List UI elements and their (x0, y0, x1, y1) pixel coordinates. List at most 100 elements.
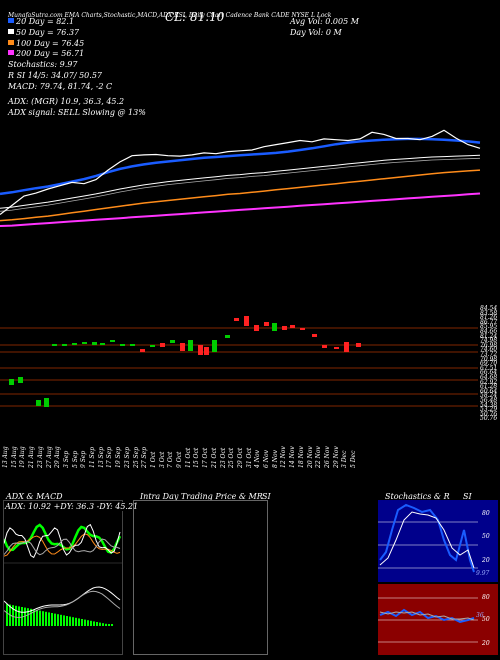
adx-line-2 (4, 523, 121, 559)
macd-histogram-bar (18, 606, 20, 626)
candle-16 (170, 340, 175, 343)
date-label: 27 Sep (141, 446, 149, 468)
stat-close: CL: 81.10 (165, 10, 225, 24)
price-level-label: 67.51 (480, 364, 498, 372)
macd-histogram-bar (15, 605, 17, 626)
price-level-label: 62.92 (480, 378, 498, 386)
macd-histogram-bar (84, 619, 86, 626)
adx-line-1 (4, 533, 121, 557)
macd-histogram-bar (72, 617, 74, 626)
macd-histogram-bar (12, 605, 14, 626)
date-label: 15 Aug (10, 446, 18, 468)
date-label: 18 Nov (297, 446, 305, 468)
date-label: 15 Oct (193, 447, 201, 468)
macd-histogram-bar (30, 608, 32, 626)
price-level-label: 64.68 (480, 374, 498, 381)
stoch-d-line (379, 511, 475, 569)
date-label: 25 Oct (228, 447, 236, 468)
price-level-label: 56.48 (480, 397, 498, 404)
date-label: 23 Aug (36, 446, 44, 468)
macd-label: MACD: 79.74, 81.74, -2 C (8, 82, 113, 91)
intraday-panel (133, 500, 268, 655)
candle-20 (204, 347, 209, 355)
date-label: 31 Oct (245, 447, 253, 468)
date-label: 17 Oct (202, 447, 210, 468)
adx-line-3 (4, 538, 121, 556)
price-level-label: 84.66 (480, 328, 498, 335)
date-label: 5 Dec (350, 450, 357, 468)
macd-histogram-bar (48, 612, 50, 626)
adx-macd-panel: ADX: 10.92 +DY: 36.3 -DY: 45.21 (3, 500, 139, 655)
price-level-label: 61.28 (480, 383, 498, 391)
date-label: 7 Oct (167, 451, 175, 468)
date-label: 23 Sep (123, 446, 131, 468)
date-label: 13 Sep (97, 446, 105, 468)
macd-histogram-bar (102, 623, 104, 626)
series-line-0 (0, 137, 481, 196)
date-label: 21 Aug (28, 446, 36, 468)
price-level-label: 74.98 (480, 337, 498, 345)
stoch-rsi-panel: 80 50 20 9.97 80 50 20 36 (378, 500, 498, 655)
candle-13 (140, 349, 145, 352)
adx-label: ADX: (MGR) 10.9, 36.3, 45.2 (8, 97, 125, 106)
price-level-label: 54.38 (480, 401, 498, 409)
candle-24 (244, 316, 249, 326)
candle-0 (9, 379, 14, 385)
candle-7 (82, 342, 87, 344)
candle-23 (234, 318, 239, 321)
stoch-panel-title: Stochastics & R (385, 492, 450, 501)
date-label: 27 Aug (45, 446, 53, 468)
candle-29 (290, 325, 295, 328)
price-level-label: 86.77 (480, 318, 498, 326)
macd-histogram-bar (6, 604, 8, 626)
price-level-label: 50.76 (480, 415, 498, 423)
adx-panel-title: ADX & MACD (6, 492, 63, 501)
ma50-label: 50 Day = 76.37 (16, 28, 80, 37)
date-label: 19 Sep (115, 446, 123, 468)
candle-31 (312, 334, 317, 337)
candle-6 (72, 343, 77, 345)
ma100-swatch (8, 40, 14, 45)
price-level-label: 81.24 (480, 332, 498, 340)
main-price-chart (0, 129, 481, 407)
date-label: 21 Oct (210, 447, 218, 468)
adx-signal-label: ADX signal: SELL Slowing @ 13% (8, 108, 146, 117)
ma20-swatch (8, 18, 14, 23)
price-level-label: 66.64 (480, 369, 498, 377)
date-label: 23 Oct (219, 447, 227, 468)
macd-histogram-bar (54, 613, 56, 626)
rsi-tick-20: 20 (482, 640, 490, 647)
stat-day-vol: Day Vol: 0 M (290, 28, 342, 37)
date-label: 29 Nov (332, 446, 340, 468)
rsi-label: R SI 14/5: 34.07/ 50.57 (8, 71, 102, 80)
stoch-tick-80: 80 (482, 510, 490, 517)
ma200-label: 200 Day = 56.71 (16, 49, 85, 58)
ma20-label: 20 Day = 82.1 (16, 17, 75, 26)
candle-3 (44, 398, 49, 407)
candle-1 (18, 377, 23, 383)
rsi-line (379, 608, 475, 624)
intraday-title: Intra Day Trading Price & MR (140, 492, 263, 501)
rsi-signal-line (379, 611, 475, 621)
date-label: 22 Nov (315, 446, 323, 468)
date-label: 20 Nov (306, 446, 314, 468)
intraday-si: SI (262, 492, 271, 501)
macd-histogram-bar (51, 613, 53, 626)
candle-12 (130, 344, 135, 346)
date-label: 6 Nov (263, 450, 270, 468)
ma200-swatch (8, 50, 14, 55)
header-top-line: MunafaSutra.com EMA Charts,Stochastic,MA… (8, 12, 332, 19)
macd-histogram-bar (57, 614, 59, 626)
candle-28 (282, 326, 287, 330)
price-level-label: 69.70 (480, 360, 498, 368)
rsi-tick-50: 50 (482, 616, 490, 623)
macd-histogram-bar (93, 621, 95, 626)
macd-histogram-bar (36, 610, 38, 626)
date-label: 26 Nov (323, 446, 331, 468)
price-level-label: 76.98 (480, 341, 498, 349)
macd-line-1 (4, 590, 121, 619)
candle-35 (356, 343, 361, 347)
candle-2 (36, 400, 41, 406)
candle-21 (212, 340, 217, 352)
macd-histogram-bar (60, 614, 62, 626)
